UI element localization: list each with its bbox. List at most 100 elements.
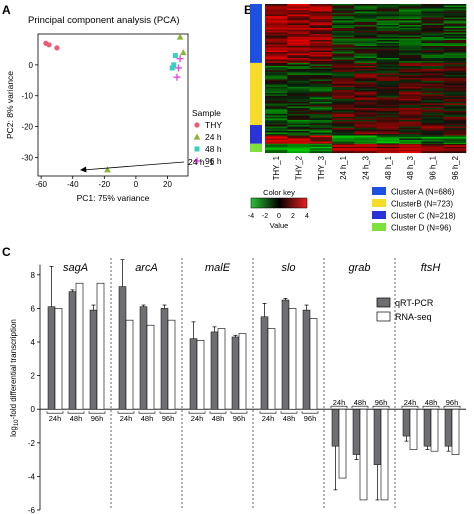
time-bracket	[401, 405, 419, 409]
time-label: 48h	[425, 398, 438, 407]
color-key-bar	[250, 197, 308, 209]
bar-ytick-label: -2	[28, 439, 36, 448]
bar-qrt-pcr	[402, 408, 411, 437]
bar-rna-seq	[75, 282, 84, 410]
time-bracket	[230, 411, 248, 414]
time-label: 48h	[212, 414, 225, 423]
pca-xtick-label: -60	[35, 180, 47, 189]
bar-rna-seq	[409, 408, 418, 450]
color-key-tick: 2	[291, 213, 295, 220]
time-label: 24h	[191, 414, 204, 423]
bar-qrt-pcr	[47, 306, 56, 410]
time-label: 96h	[446, 398, 459, 407]
bar-rna-seq	[309, 318, 318, 410]
bar-rna-seq	[125, 319, 134, 410]
pca-legend-label: 24 h	[205, 132, 222, 142]
pca-point	[171, 62, 177, 68]
heatmap-column-label: 96 h_1	[429, 156, 438, 180]
cluster-swatch	[372, 211, 386, 219]
time-bracket	[351, 405, 369, 409]
cluster-legend-label: Cluster A (N=686)	[391, 188, 455, 197]
legend-marker-circle	[194, 122, 200, 128]
pca-point	[176, 55, 184, 63]
color-key-tick: -4	[248, 213, 254, 220]
bar-ytick-label: 4	[31, 338, 36, 347]
panel-a-label: A	[2, 3, 11, 17]
bar-qrt-pcr	[189, 338, 198, 410]
panel-c-label: C	[2, 245, 11, 259]
bar-ytick-label: 8	[31, 271, 36, 280]
bar-rna-seq	[288, 308, 297, 410]
pca-xtick-label: 20	[163, 180, 172, 189]
pca-point	[175, 64, 183, 72]
heatmap-column-label: 24 h_3	[362, 156, 371, 180]
time-bracket	[280, 411, 298, 414]
bar-rna-seq	[380, 408, 389, 501]
gene-label-slo: slo	[281, 262, 295, 274]
pca-ytick-label: -10	[21, 92, 33, 101]
bar-axis: 8 6 4 2 0 -2 -4 -6	[28, 264, 466, 514]
bar-qrt-pcr	[302, 309, 311, 410]
heatmap-column-label: 48 h_3	[406, 156, 415, 180]
bar-ylabel: log10-fold differential transcription	[9, 319, 20, 437]
cluster-swatch	[372, 199, 386, 207]
gene-label-arcA: arcA	[135, 262, 158, 274]
annotation-arrow	[82, 161, 185, 171]
color-key-title: Color key	[263, 188, 295, 197]
bar-qrt-pcr	[210, 331, 219, 410]
arrowhead-icon	[80, 166, 87, 173]
time-label: 48h	[141, 414, 154, 423]
heatmap-column-label: 48 h_1	[384, 156, 393, 180]
legend-swatch-rna-seq	[376, 311, 391, 322]
pca-xtick-label: -40	[67, 180, 79, 189]
time-bracket	[330, 405, 348, 409]
pca-legend-label: 96 h	[205, 156, 222, 166]
legend-marker-triangle	[193, 133, 201, 140]
time-bracket	[88, 411, 106, 414]
time-label: 96h	[233, 414, 246, 423]
bar-qrt-pcr	[331, 408, 340, 447]
heatmap-column-labels: THY_1 THY_2 THY_3 24 h_1 24 h_3 48 h_1 48 h_3 9…	[272, 156, 460, 180]
color-key-tick: 0	[277, 213, 281, 220]
bar-ytick-label: 2	[31, 372, 36, 381]
heatmap-column-label: THY_3	[317, 156, 326, 180]
pca-point	[54, 45, 60, 51]
pca-point	[179, 49, 187, 56]
gene-label-sagA: sagA	[63, 262, 88, 274]
bar-rna-seq	[238, 333, 247, 410]
color-key-label: Value	[270, 221, 289, 230]
cluster-legend-label: Cluster C (N=218)	[391, 212, 456, 221]
pca-legend-label: 48 h	[205, 144, 222, 154]
pca-xtick-label: -20	[99, 180, 111, 189]
time-label: 48h	[70, 414, 83, 423]
pca-ytick-label: -20	[21, 123, 33, 132]
bar-ytick-label: -4	[28, 472, 36, 481]
pca-ylabel: PC2: 8% variance	[5, 71, 15, 139]
cluster-sidebar-segment	[250, 4, 262, 63]
time-bracket	[372, 405, 390, 409]
time-bracket	[159, 411, 177, 414]
color-key-tick: 4	[305, 213, 309, 220]
bar-ytick-label: 6	[31, 304, 36, 313]
bar-qrt-pcr	[118, 286, 127, 410]
time-label: 96h	[162, 414, 175, 423]
time-bracket	[188, 411, 206, 414]
bar-rna-seq	[451, 408, 460, 455]
pca-title: Principal component analysis (PCA)	[28, 15, 180, 26]
time-bracket	[209, 411, 227, 414]
bar-rna-seq	[217, 328, 226, 410]
pca-legend: THY 24 h 48 h 96 h	[193, 120, 222, 166]
time-label: 24h	[120, 414, 133, 423]
time-label: 96h	[91, 414, 104, 423]
pca-point	[104, 166, 111, 173]
bar-rna-seq	[96, 282, 105, 410]
bar-legend-label: qRT-PCR	[395, 298, 434, 308]
bar-legend: qRT-PCR RNA-seq	[376, 297, 434, 322]
time-bracket	[67, 411, 85, 414]
pca-xlabel: PC1: 75% variance	[77, 193, 150, 203]
time-label: 24h	[49, 414, 62, 423]
time-bracket	[422, 405, 440, 409]
bar-qrt-pcr	[231, 336, 240, 410]
heatmap-column-label: THY_1	[272, 156, 281, 180]
